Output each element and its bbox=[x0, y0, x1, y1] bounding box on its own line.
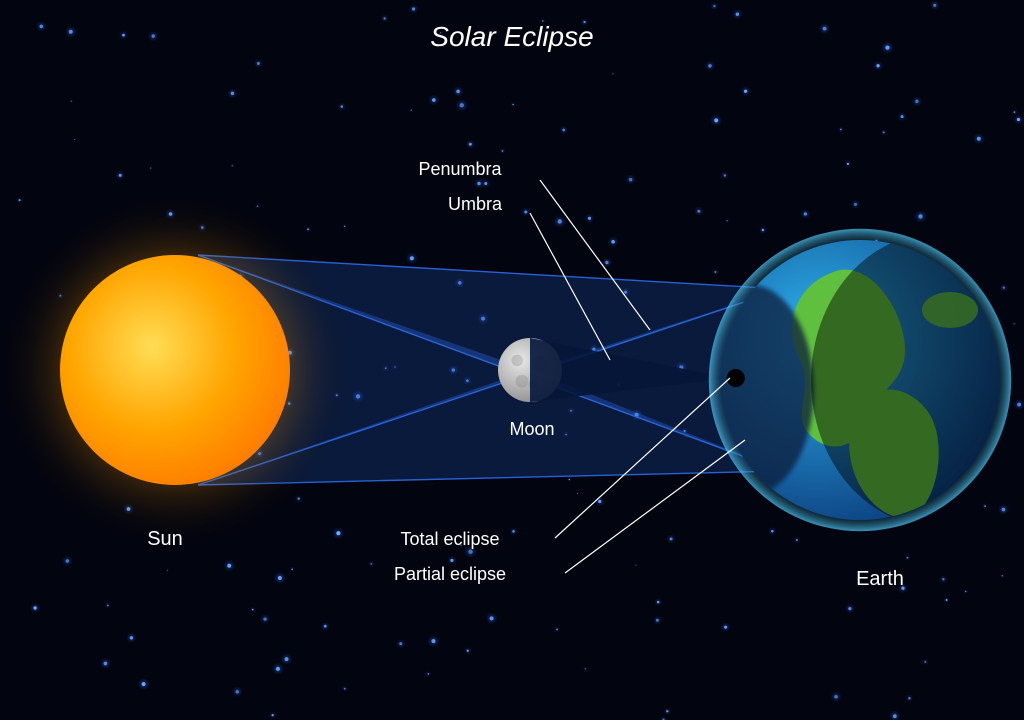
sun-label: Sun bbox=[147, 528, 183, 551]
partial-eclipse-label: Partial eclipse bbox=[394, 564, 506, 585]
earth-label: Earth bbox=[856, 568, 904, 591]
penumbra-label: Penumbra bbox=[418, 159, 501, 180]
umbra-label: Umbra bbox=[448, 194, 502, 215]
eclipse-diagram bbox=[0, 0, 1024, 720]
diagram-title: Solar Eclipse bbox=[0, 21, 1024, 53]
moon-label: Moon bbox=[509, 419, 554, 440]
sun-body bbox=[60, 255, 290, 485]
total-eclipse-label: Total eclipse bbox=[400, 529, 499, 550]
